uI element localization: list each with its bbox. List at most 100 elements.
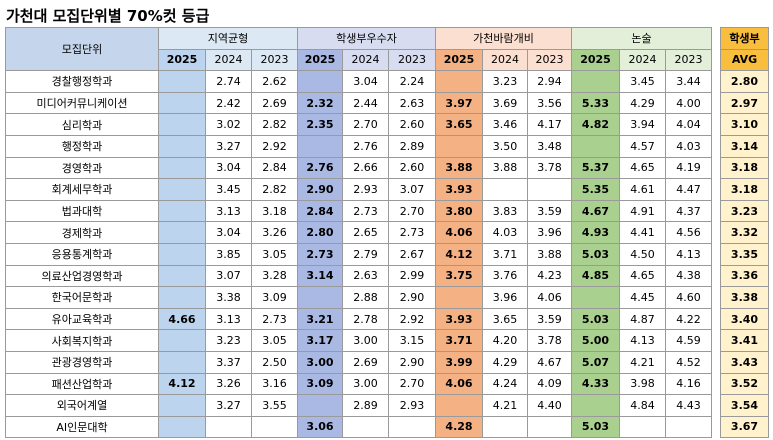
grade-cell: 3.00 <box>342 372 389 396</box>
table-row: AI인문대학 3.06 4.28 5.03 <box>5 415 712 439</box>
avg-row: 2.80 <box>720 70 769 93</box>
grade-cell: 2.69 <box>342 350 389 374</box>
group-header-excellent: 학생부우수자 <box>297 27 436 50</box>
grade-cell <box>297 394 343 417</box>
grade-cell: 4.91 <box>619 199 666 223</box>
grade-cell: 4.13 <box>619 329 666 352</box>
grade-cell: 4.41 <box>619 221 666 244</box>
unit-name: 응용통계학과 <box>5 242 159 266</box>
grade-cell <box>158 70 206 93</box>
table-row: 법과대학 3.13 3.18 2.84 2.73 2.70 3.80 3.83 3.59 4.67… <box>5 199 712 223</box>
grade-cell: 2.82 <box>251 178 298 201</box>
grade-cell: 4.56 <box>665 221 712 244</box>
table-row: 경찰행정학과 2.74 2.62 3.04 2.24 3.23 2.94 3.45 3.44 <box>5 70 712 93</box>
grade-cell: 4.16 <box>665 372 712 396</box>
grade-cell: 3.07 <box>205 264 252 288</box>
avg-cell: 3.32 <box>720 221 769 244</box>
grade-cell: 3.26 <box>205 372 252 396</box>
avg-table: 학생부 AVG 2.80 2.97 3.10 3.14 3.18 3.18 3.23 3.32… <box>720 27 769 439</box>
grade-cell: 3.23 <box>482 70 528 93</box>
grade-cell: 3.88 <box>435 156 483 180</box>
avg-header-line2: AVG <box>720 48 769 72</box>
table-body: 경찰행정학과 2.74 2.62 3.04 2.24 3.23 2.94 3.45 3.44 미디… <box>5 70 712 439</box>
grade-cell <box>297 134 343 158</box>
unit-name: 의료산업경영학과 <box>5 264 159 288</box>
grade-cell: 4.43 <box>665 394 712 417</box>
grade-cell: 2.92 <box>388 307 436 331</box>
grade-cell <box>482 415 528 439</box>
grade-cell: 2.94 <box>527 70 572 93</box>
grade-cell: 3.23 <box>205 329 252 352</box>
grade-cell: 4.21 <box>619 350 666 374</box>
grade-cell <box>665 415 712 439</box>
avg-row: 3.40 <box>720 307 769 331</box>
grade-cell: 3.14 <box>297 264 343 288</box>
group-header-pinwheel: 가천바람개비 <box>435 27 572 50</box>
grade-cell: 4.65 <box>619 156 666 180</box>
grade-cell: 2.88 <box>342 286 389 309</box>
grade-cell: 2.70 <box>388 372 436 396</box>
grade-cell <box>158 156 206 180</box>
table-row: 유아교육학과 4.66 3.13 2.73 3.21 2.78 2.92 3.93 3.65 3.… <box>5 307 712 331</box>
grade-cell <box>619 415 666 439</box>
grade-cell: 2.79 <box>342 242 389 266</box>
grade-cell: 3.78 <box>527 156 572 180</box>
avg-cell: 3.54 <box>720 394 769 417</box>
grade-cell: 4.23 <box>527 264 572 288</box>
grade-cell: 2.73 <box>388 221 436 244</box>
avg-row: 3.32 <box>720 221 769 244</box>
grade-cell: 2.73 <box>342 199 389 223</box>
grade-cell: 2.70 <box>388 199 436 223</box>
grade-cell <box>297 286 343 309</box>
grade-cell: 3.00 <box>297 350 343 374</box>
avg-cell: 2.80 <box>720 70 769 93</box>
year-header: 2023 <box>251 48 298 72</box>
grade-cell: 4.93 <box>571 221 620 244</box>
grade-cell: 4.12 <box>158 372 206 396</box>
grade-cell: 3.94 <box>619 113 666 136</box>
grade-cell: 3.96 <box>482 286 528 309</box>
grade-cell: 2.60 <box>388 156 436 180</box>
grade-cell: 2.76 <box>342 134 389 158</box>
grade-cell: 3.18 <box>251 199 298 223</box>
grade-cell: 3.59 <box>527 199 572 223</box>
grade-cell: 3.80 <box>435 199 483 223</box>
grade-cell: 2.60 <box>388 113 436 136</box>
page-title: 가천대 모집단위별 70%컷 등급 <box>6 7 210 25</box>
grade-cell: 2.63 <box>388 91 436 115</box>
grade-cell: 3.85 <box>205 242 252 266</box>
avg-row: 3.43 <box>720 350 769 374</box>
avg-cell: 3.41 <box>720 329 769 352</box>
grade-cell: 2.89 <box>342 394 389 417</box>
grade-cell: 3.00 <box>342 329 389 352</box>
grade-cell: 2.74 <box>205 70 252 93</box>
grade-cell <box>158 415 206 439</box>
grade-cell: 2.70 <box>342 113 389 136</box>
grade-cell: 4.47 <box>665 178 712 201</box>
grade-cell: 3.17 <box>297 329 343 352</box>
grade-cell: 3.88 <box>527 242 572 266</box>
grade-cell: 2.84 <box>297 199 343 223</box>
grade-cell: 3.06 <box>297 415 343 439</box>
grade-cell: 3.97 <box>435 91 483 115</box>
grade-cell: 4.61 <box>619 178 666 201</box>
table-row: 회계세무학과 3.45 2.82 2.90 2.93 3.07 3.93 5.35 4.61 4.… <box>5 178 712 201</box>
grade-cell <box>571 134 620 158</box>
avg-cell: 3.14 <box>720 134 769 158</box>
grade-cell: 4.04 <box>665 113 712 136</box>
grade-cell <box>571 70 620 93</box>
grade-cell: 4.67 <box>527 350 572 374</box>
grade-cell: 2.82 <box>251 113 298 136</box>
grade-cell: 4.33 <box>571 372 620 396</box>
grade-cell: 5.03 <box>571 307 620 331</box>
year-header: 2023 <box>388 48 436 72</box>
grade-cell <box>158 286 206 309</box>
grade-cell: 2.78 <box>342 307 389 331</box>
unit-name: 경찰행정학과 <box>5 70 159 93</box>
unit-name: 관광경영학과 <box>5 350 159 374</box>
grade-cell: 4.28 <box>435 415 483 439</box>
grade-cell: 2.44 <box>342 91 389 115</box>
grade-cell: 4.29 <box>482 350 528 374</box>
grade-cell <box>158 91 206 115</box>
grade-cell <box>571 286 620 309</box>
